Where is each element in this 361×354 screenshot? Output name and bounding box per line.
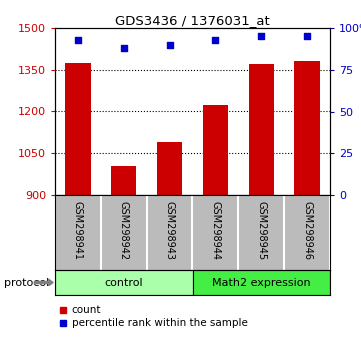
Bar bbox=[157, 142, 182, 195]
Bar bbox=[192, 270, 330, 295]
Bar bbox=[65, 63, 91, 195]
Bar bbox=[249, 64, 274, 195]
Text: GSM298945: GSM298945 bbox=[256, 201, 266, 260]
Bar bbox=[55, 270, 192, 295]
Text: GSM298941: GSM298941 bbox=[73, 201, 83, 260]
Text: control: control bbox=[104, 278, 143, 287]
Text: GSM298942: GSM298942 bbox=[119, 201, 129, 260]
Text: GSM298944: GSM298944 bbox=[210, 201, 221, 260]
Text: Math2 expression: Math2 expression bbox=[212, 278, 310, 287]
Point bbox=[213, 37, 218, 42]
Text: GSM298946: GSM298946 bbox=[302, 201, 312, 260]
Text: protocol: protocol bbox=[4, 278, 49, 287]
Bar bbox=[295, 61, 320, 195]
Point bbox=[167, 42, 173, 47]
Point bbox=[75, 37, 81, 42]
Text: GSM298943: GSM298943 bbox=[165, 201, 175, 260]
Point bbox=[258, 34, 264, 39]
Bar bbox=[203, 104, 228, 195]
Point bbox=[121, 45, 127, 51]
Legend: count, percentile rank within the sample: count, percentile rank within the sample bbox=[60, 305, 248, 328]
Title: GDS3436 / 1376031_at: GDS3436 / 1376031_at bbox=[115, 14, 270, 27]
Bar bbox=[111, 166, 136, 195]
Point bbox=[304, 34, 310, 39]
